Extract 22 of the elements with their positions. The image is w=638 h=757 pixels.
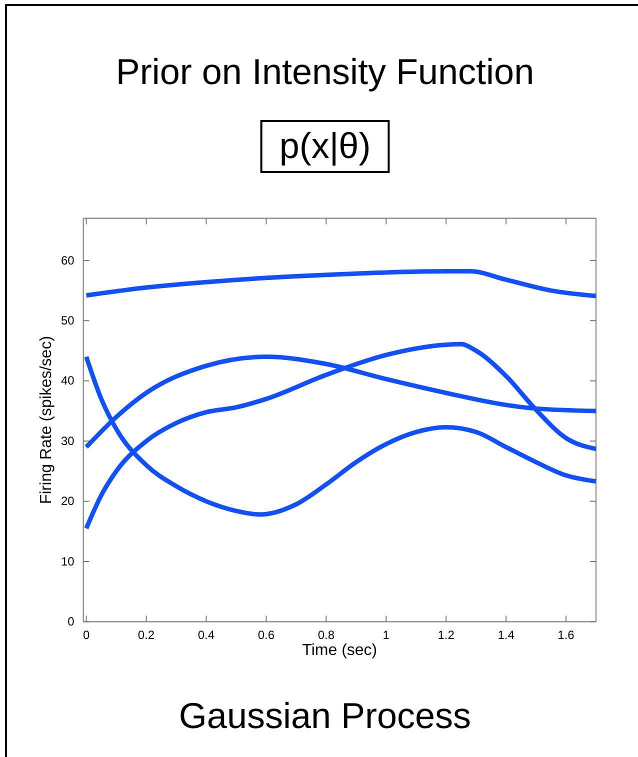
chart-title: Prior on Intensity Function [116, 51, 534, 92]
y-tick-label: 60 [60, 253, 75, 268]
line-series [84, 269, 598, 298]
x-tick-label: 0.8 [318, 628, 335, 642]
x-axis-title: Time (sec) [302, 642, 378, 659]
x-tick-label: 0 [82, 628, 90, 642]
y-tick-label: 20 [60, 494, 75, 508]
y-tick-label: 0 [68, 614, 75, 629]
y-tick-label: 50 [60, 313, 75, 328]
x-tick-label: 1.6 [558, 628, 575, 642]
y-tick-label: 30 [60, 434, 75, 448]
y-tick-label: 40 [60, 374, 75, 388]
chart-subtitle: p(x|θ) [279, 125, 371, 166]
x-tick-label: 0.4 [198, 628, 215, 642]
y-tick-label: 10 [60, 554, 75, 568]
y-axis-title: Firing Rate (spikes/sec) [38, 336, 55, 504]
x-tick-label: 0.2 [138, 628, 155, 642]
text: Gaussian Process [178, 695, 472, 736]
x-tick-label: 1.2 [438, 628, 455, 642]
x-tick-label: 1 [382, 628, 390, 642]
x-tick-label: 0.6 [258, 628, 275, 642]
x-tick-label: 1.4 [498, 628, 515, 642]
